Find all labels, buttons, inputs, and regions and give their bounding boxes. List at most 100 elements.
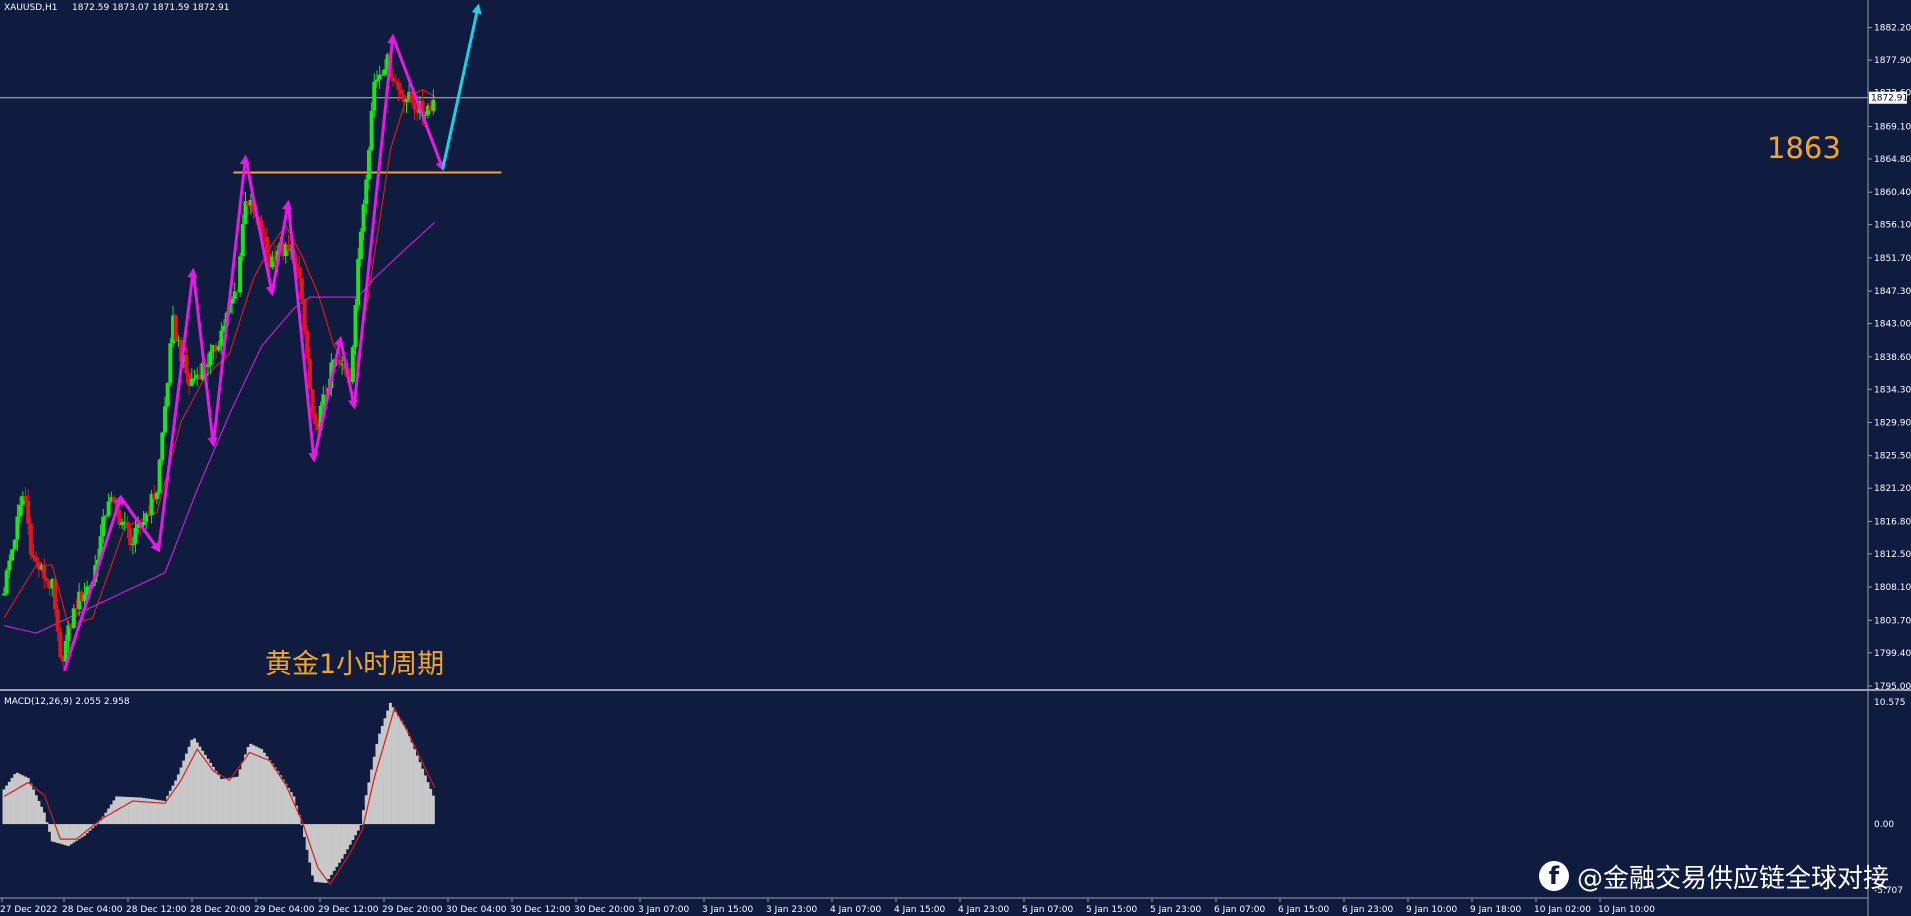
candle-body (399, 89, 404, 95)
candle-body (205, 365, 210, 367)
macd-histogram-bar (423, 775, 427, 825)
candle-body (66, 625, 71, 641)
macd-histogram-bar (311, 824, 315, 876)
macd-histogram-bar (29, 783, 33, 825)
candle-body (34, 557, 39, 562)
chart-annotation-title: 黄金1小时周期 (265, 649, 444, 680)
symbol-timeframe-label: XAUUSD,H1 (4, 3, 58, 13)
candle-body (77, 591, 82, 610)
macd-histogram-bar (246, 746, 250, 825)
macd-histogram-bar (284, 783, 288, 825)
macd-histogram-bar (372, 756, 376, 825)
candle-body (28, 523, 33, 556)
candle-body (192, 378, 197, 380)
macd-histogram-bar (142, 797, 146, 825)
zigzag-segment (286, 202, 319, 463)
candle-body (235, 291, 240, 293)
candle-body (168, 343, 173, 383)
candle-body (82, 594, 87, 602)
candle-body (262, 235, 267, 237)
candle-body (243, 201, 248, 224)
macd-histogram-bar (289, 792, 293, 825)
candle-body (289, 249, 294, 251)
candle-body (377, 74, 382, 80)
macd-histogram-bar (88, 824, 92, 831)
candle-body (63, 640, 68, 662)
candle-body (163, 406, 167, 433)
candle-body (297, 267, 302, 278)
macd-histogram-bar (23, 776, 27, 825)
candle-body (409, 91, 414, 103)
price-tick-label: 1882.20 (1874, 24, 1911, 34)
candle-body (216, 346, 221, 351)
macd-histogram-bar (421, 768, 425, 825)
macd-histogram-bar (235, 776, 239, 825)
macd-histogram-bar (187, 746, 191, 825)
macd-histogram-bar (144, 798, 148, 825)
time-tick-label: 29 Dec 04:00 (254, 905, 315, 915)
macd-histogram-bar (203, 754, 207, 825)
candle-body (69, 625, 74, 629)
time-tick-label: 6 Jan 15:00 (1278, 905, 1330, 915)
macd-histogram-bar (292, 796, 296, 825)
candle-body (52, 579, 57, 610)
candle-body (171, 315, 176, 344)
macd-histogram-bar (426, 782, 430, 825)
macd-histogram-bar (150, 799, 154, 825)
macd-histogram-bar (219, 779, 223, 825)
candle-body (374, 79, 379, 82)
macd-tick-label: 10.575 (1874, 698, 1906, 708)
macd-histogram-bar (179, 767, 183, 825)
candle-body (259, 220, 264, 236)
macd-histogram-bar (58, 824, 62, 844)
macd-histogram-bar (176, 774, 180, 825)
candle-body (112, 497, 117, 501)
price-tick-label: 1816.80 (1874, 517, 1911, 527)
candle-body (222, 325, 227, 331)
macd-histogram-bar (2, 789, 6, 825)
time-tick-label: 30 Dec 04:00 (446, 905, 507, 915)
time-tick-label: 3 Jan 15:00 (702, 905, 754, 915)
candle-body (423, 114, 428, 116)
candle-body (219, 330, 224, 347)
candle-body (130, 543, 135, 545)
candle-body (385, 54, 390, 70)
macd-histogram-bar (37, 801, 41, 825)
macd-histogram-bar (184, 753, 188, 825)
candle-body (55, 609, 60, 632)
candle-body (380, 74, 385, 76)
macd-pane[interactable] (2, 702, 436, 886)
candle-body (230, 298, 235, 304)
macd-tick-label: 0.00 (1874, 820, 1894, 830)
candle-body (47, 581, 52, 589)
macd-histogram-bar (160, 800, 164, 825)
macd-histogram-bar (155, 799, 159, 825)
macd-histogram-bar (7, 781, 11, 825)
macd-histogram-bar (335, 824, 339, 867)
macd-histogram-bar (345, 824, 349, 850)
time-tick-label: 4 Jan 15:00 (894, 905, 946, 915)
macd-histogram-bar (193, 738, 197, 825)
macd-histogram-bar (413, 749, 417, 825)
candle-body (98, 536, 103, 560)
macd-histogram-bar (222, 778, 226, 825)
macd-histogram-bar (431, 795, 435, 825)
time-tick-label: 10 Jan 10:00 (1598, 905, 1655, 915)
candle-body (358, 231, 363, 259)
macd-histogram-bar (101, 816, 105, 825)
candle-body (109, 497, 114, 502)
price-pane[interactable] (0, 3, 1868, 672)
zigzag-segment (312, 335, 344, 460)
candle-body (149, 493, 154, 515)
macd-histogram-bar (254, 746, 258, 825)
candle-body (383, 69, 388, 75)
macd-histogram-bar (303, 824, 307, 837)
candle-body (20, 496, 25, 505)
candle-body (157, 459, 162, 493)
macd-histogram-bar (313, 824, 317, 882)
macd-histogram-bar (206, 758, 210, 825)
candle-body (321, 394, 326, 406)
candle-body (187, 373, 192, 386)
